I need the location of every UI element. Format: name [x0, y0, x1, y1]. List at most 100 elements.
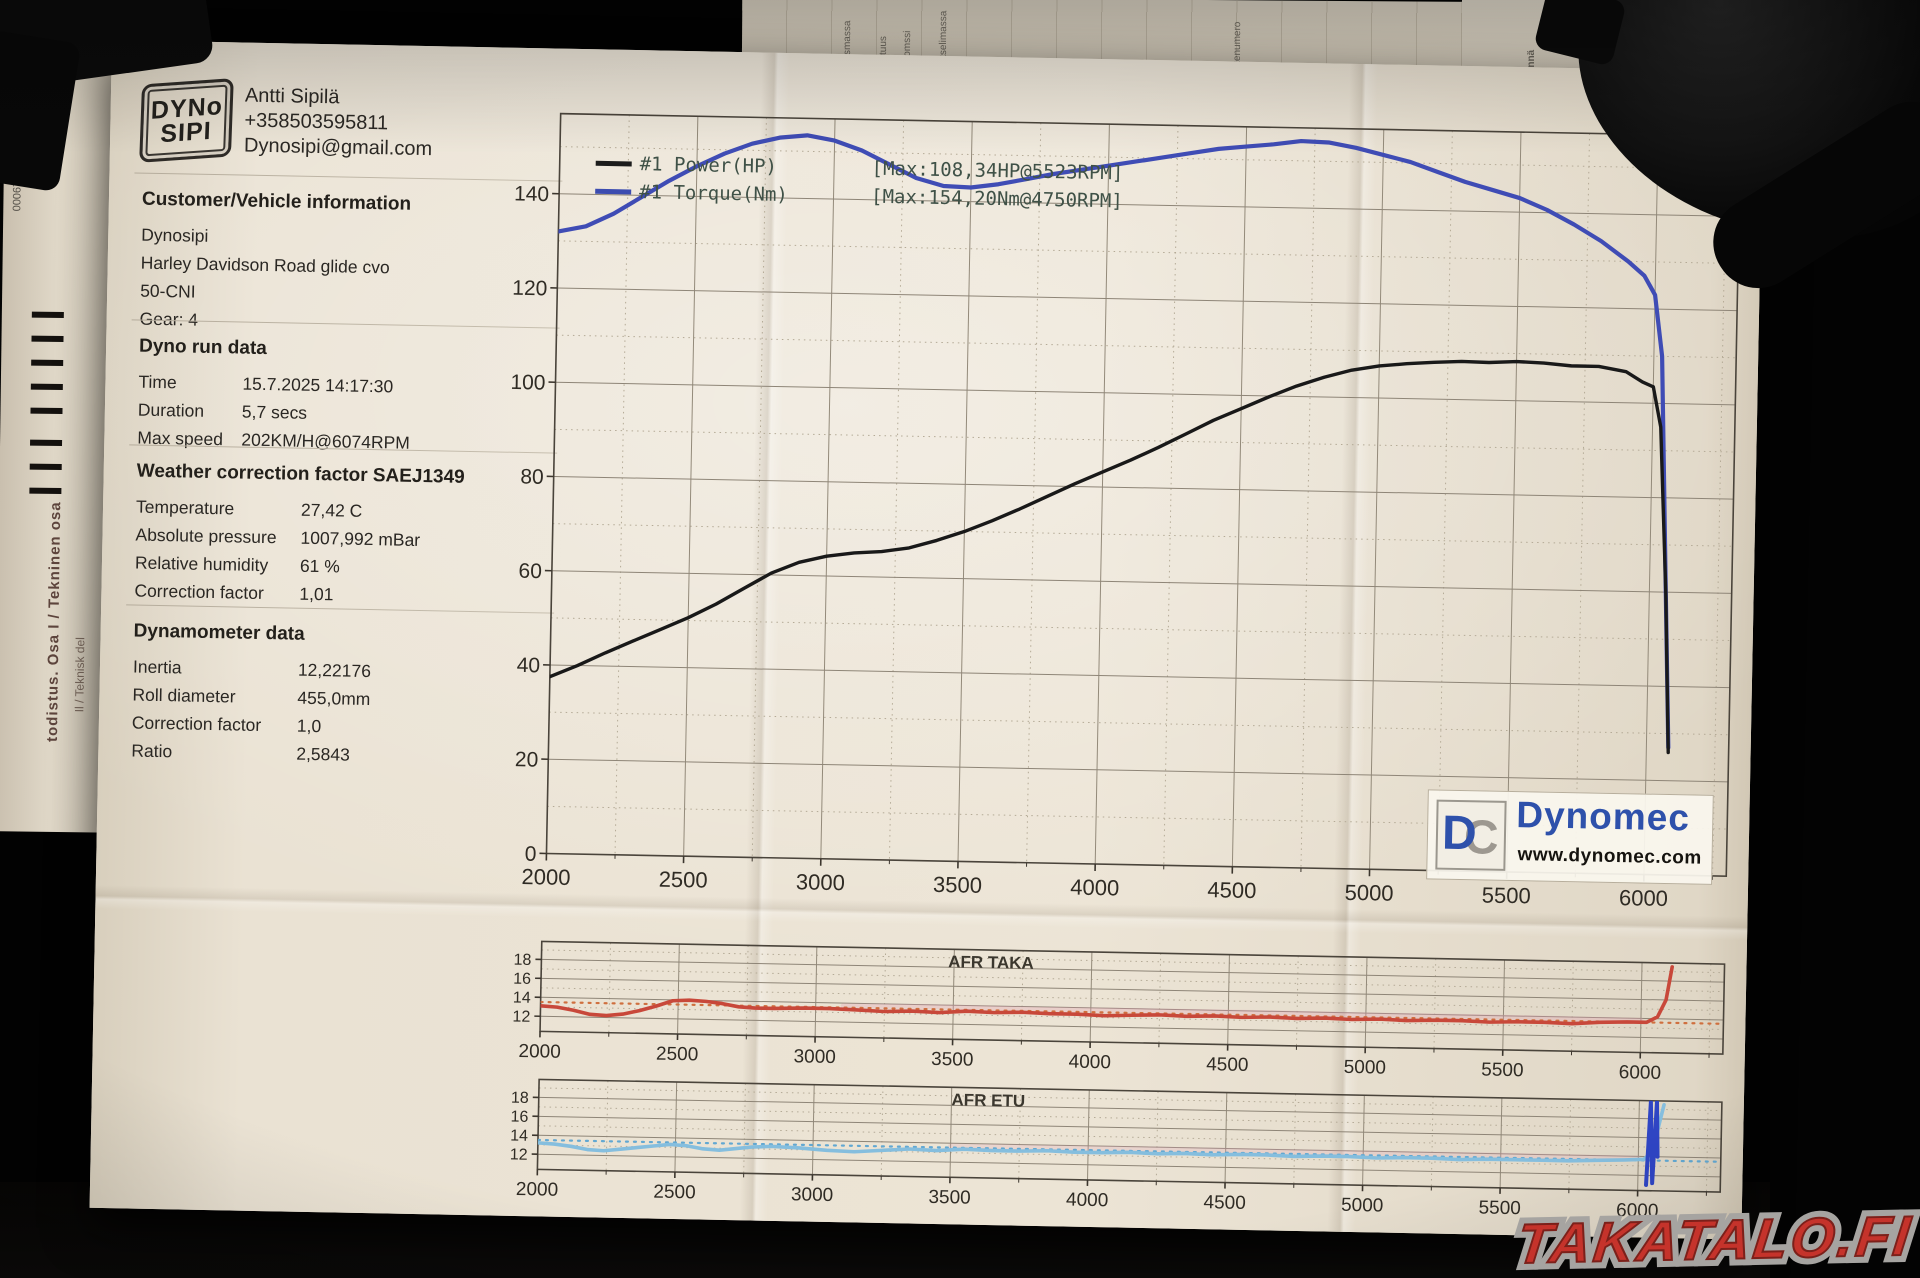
x-tick-label: 6000 [1619, 885, 1668, 911]
series-afr-front-measured [537, 1102, 1666, 1163]
x-tick-label: 6000 [1616, 1200, 1659, 1222]
x-tick-label: 6000 [1619, 1062, 1662, 1084]
info-label: Roll diameter [132, 684, 236, 707]
section-title: Customer/Vehicle information [141, 188, 412, 215]
x-tick-label: 5500 [1481, 1059, 1524, 1081]
info-label: Inertia [132, 656, 182, 678]
y-tick-label: 120 [512, 277, 547, 301]
x-tick-label: 3500 [931, 1049, 974, 1071]
x-tick-label: 3000 [796, 869, 845, 895]
x-tick-label: 5500 [1482, 882, 1531, 908]
y-tick-label: 40 [516, 654, 540, 677]
info-label: 50-CNI [140, 280, 196, 302]
series-torque-nm- [556, 133, 1671, 750]
y-tick-label: 14 [513, 990, 531, 1007]
x-tick-label: 4500 [1203, 1192, 1246, 1214]
x-tick-label: 5000 [1344, 880, 1393, 906]
dynomec-url: www.dynomec.com [1517, 844, 1702, 869]
info-row: Correction factor 1,0 [132, 713, 552, 742]
y-tick-label: 60 [518, 560, 542, 583]
info-label: Correction factor [134, 580, 264, 604]
info-row: Inertia 12,22176 [133, 657, 553, 686]
y-tick-label: 14 [510, 1128, 528, 1145]
x-tick-label: 2500 [653, 1182, 696, 1204]
legend-max-value: [Max:108,34HP@5523RPM] [871, 158, 1123, 185]
x-tick-label: 4500 [1207, 877, 1256, 903]
left-doc-vertical-text-2: Il / Teknisk del [72, 637, 88, 713]
y-tick-label: 12 [512, 1008, 530, 1025]
legend-label: #1 Power(HP) [640, 153, 778, 178]
info-row: Time 15.7.2025 14:17:30 [138, 372, 558, 401]
info-value: 5,7 secs [241, 401, 308, 423]
registration-mark [31, 311, 64, 319]
section-divider [134, 172, 563, 182]
dynomec-name: Dynomec [1515, 794, 1691, 839]
dc-letter-d: D [1441, 806, 1478, 861]
info-value: 1,01 [299, 583, 334, 605]
section-title: Weather correction factor SAEJ1349 [136, 460, 465, 488]
info-row: Ratio 2,5843 [131, 741, 551, 770]
dynomec-logo: C D Dynomec www.dynomec.com [1426, 789, 1714, 885]
grid [545, 113, 1740, 876]
x-tick-label: 2000 [521, 864, 570, 890]
axis-ticks: 2000 2500 3000 3500 4000 4500 5000 5500 6000 1214… [510, 1090, 1707, 1222]
info-row: Relative humidity 61 % [135, 553, 555, 582]
series-group [548, 133, 1671, 755]
series-group [540, 965, 1725, 1026]
main-svg: 2000 2500 3000 3500 4000 4500 5000 5500 6000 0 20 4… [510, 112, 1742, 911]
registration-mark [30, 407, 63, 415]
x-tick-label: 2000 [516, 1179, 559, 1201]
axis-ticks: 2000 2500 3000 3500 4000 4500 5000 5500 6000 1214… [512, 952, 1710, 1084]
registration-mark [30, 383, 63, 391]
chart-legend: #1 Power(HP) [Max:108,34HP@5523RPM] #1 Tor… [595, 153, 1124, 212]
info-value: 1,0 [296, 715, 322, 737]
y-tick-label: 18 [513, 952, 531, 969]
registration-mark [31, 335, 64, 343]
dynomec-dc-icon: C D [1435, 799, 1507, 871]
y-tick-label: 80 [520, 465, 544, 488]
x-tick-label: 5500 [1478, 1197, 1521, 1219]
info-label: Duration [137, 399, 205, 421]
grid [539, 941, 1725, 1054]
info-label: Time [138, 371, 177, 393]
afr_taka-svg: 2000 2500 3000 3500 4000 4500 5000 5500 6000 1214… [512, 940, 1726, 1084]
registration-mark [30, 439, 63, 447]
info-value: 12,22176 [297, 659, 372, 682]
info-label: Correction factor [131, 712, 262, 735]
afr-rear-chart: 2000 2500 3000 3500 4000 4500 5000 5500 6000 12 14… [481, 936, 1730, 1087]
dyno-sheet: DYNo SIPI Antti Sipilä +358503595811 Dyn… [89, 40, 1764, 1240]
info-label: Relative humidity [134, 552, 269, 576]
x-tick-label: 2500 [656, 1044, 699, 1066]
series-front-spike [1644, 1099, 1660, 1187]
info-value: 15.7.2025 14:17:30 [242, 373, 394, 397]
info-row: Dynosipi [141, 225, 561, 254]
chart-title: AFR ETU [951, 1090, 1025, 1110]
info-label: Temperature [135, 496, 235, 519]
takatalo-watermark: TAKATALO.FI TAKATALO.FI [1507, 1197, 1920, 1278]
registration-mark [29, 487, 62, 495]
y-tick-label: 20 [515, 748, 539, 771]
y-tick-label: 16 [510, 1109, 528, 1126]
info-label: Harley Davidson Road glide cvo [140, 252, 390, 278]
x-tick-label: 3500 [928, 1187, 971, 1209]
axis-ticks: 2000 2500 3000 3500 4000 4500 5000 5500 6000 0 20 4… [510, 182, 1714, 911]
y-tick-label: 100 [510, 371, 545, 395]
registration-mark [31, 359, 64, 367]
x-tick-label: 5000 [1344, 1057, 1387, 1079]
section-title: Dyno run data [138, 335, 268, 360]
info-row: Roll diameter 455,0mm [132, 685, 552, 714]
info-row: Absolute pressure 1007,992 mBar [135, 525, 555, 554]
x-tick-label: 4000 [1070, 875, 1119, 901]
series-afr-noise-band [948, 1143, 1641, 1161]
info-label: Ratio [131, 740, 173, 762]
info-value: 2,5843 [296, 743, 351, 765]
x-tick-label: 5000 [1341, 1195, 1384, 1217]
chart-title: AFR TAKA [948, 952, 1034, 973]
watermark-text: TAKATALO.FI [1513, 1203, 1917, 1276]
series-afr-noise-band [840, 1003, 1644, 1023]
info-value: 61 % [299, 555, 341, 577]
section-title: Dynamometer data [133, 620, 305, 645]
x-tick-label: 3500 [933, 872, 982, 898]
x-tick-label: 4000 [1066, 1190, 1109, 1212]
